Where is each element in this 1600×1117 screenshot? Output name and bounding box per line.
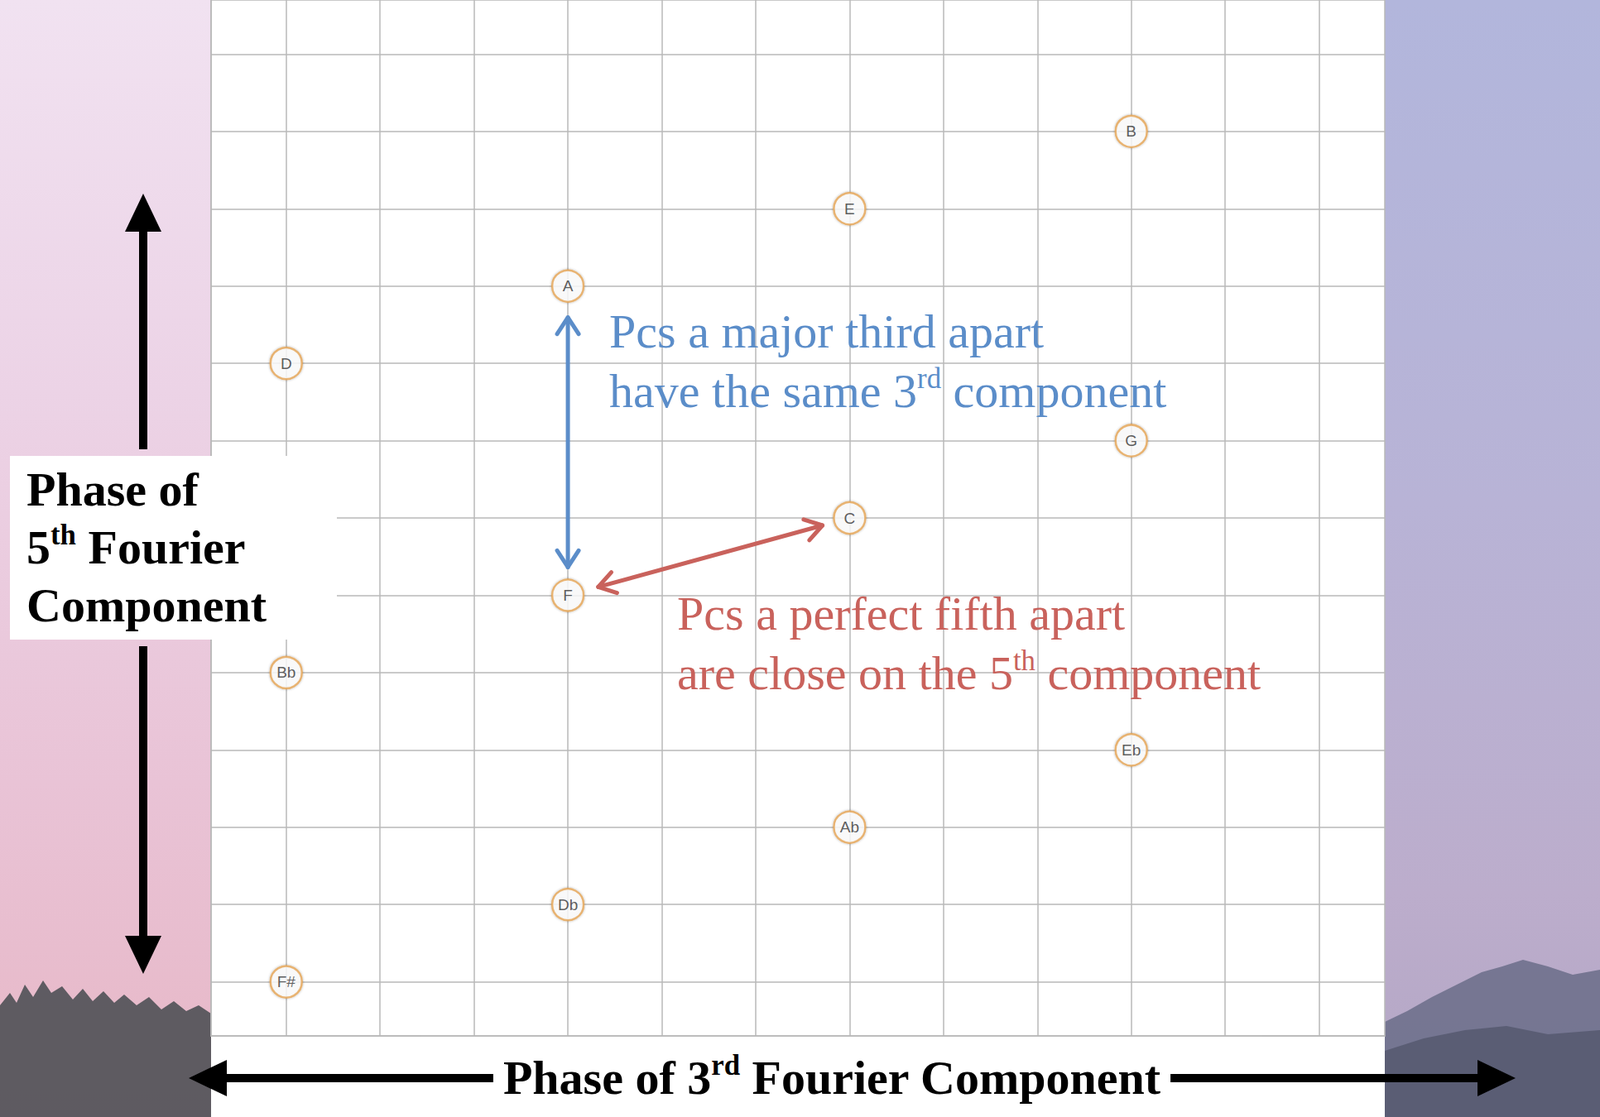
svg-text:F#: F# bbox=[277, 973, 297, 991]
html-text:Pcs a major third apart: Pcs a major third apart bbox=[609, 304, 1044, 359]
svg-text:Ab: Ab bbox=[840, 818, 860, 837]
html-text:Phase of 3rdFourier Component: Phase of 3rdFourier Component bbox=[503, 1049, 1161, 1106]
svg-text:G: G bbox=[1124, 432, 1138, 450]
svg-text:Bb: Bb bbox=[276, 663, 296, 682]
html-text:5thFourier: 5thFourier bbox=[26, 519, 246, 575]
svg-text:Db: Db bbox=[557, 896, 578, 914]
html-text:Pcs a perfect fifth apart: Pcs a perfect fifth apart bbox=[677, 587, 1125, 641]
svg-text:B: B bbox=[1125, 122, 1137, 140]
svg-text:E: E bbox=[844, 200, 856, 218]
svg-text:D: D bbox=[280, 355, 293, 373]
html-text:Phase of: Phase of bbox=[26, 462, 199, 517]
svg-text:C: C bbox=[844, 509, 856, 528]
svg-text:A: A bbox=[562, 277, 574, 295]
html-text:are close on the 5thcomponent: are close on the 5thcomponent bbox=[677, 645, 1261, 701]
svg-text:Eb: Eb bbox=[1121, 741, 1141, 760]
html-text:have the same 3rdcomponent: have the same 3rdcomponent bbox=[609, 362, 1167, 418]
svg-text:F: F bbox=[562, 586, 573, 605]
html-text:Component: Component bbox=[26, 578, 267, 633]
